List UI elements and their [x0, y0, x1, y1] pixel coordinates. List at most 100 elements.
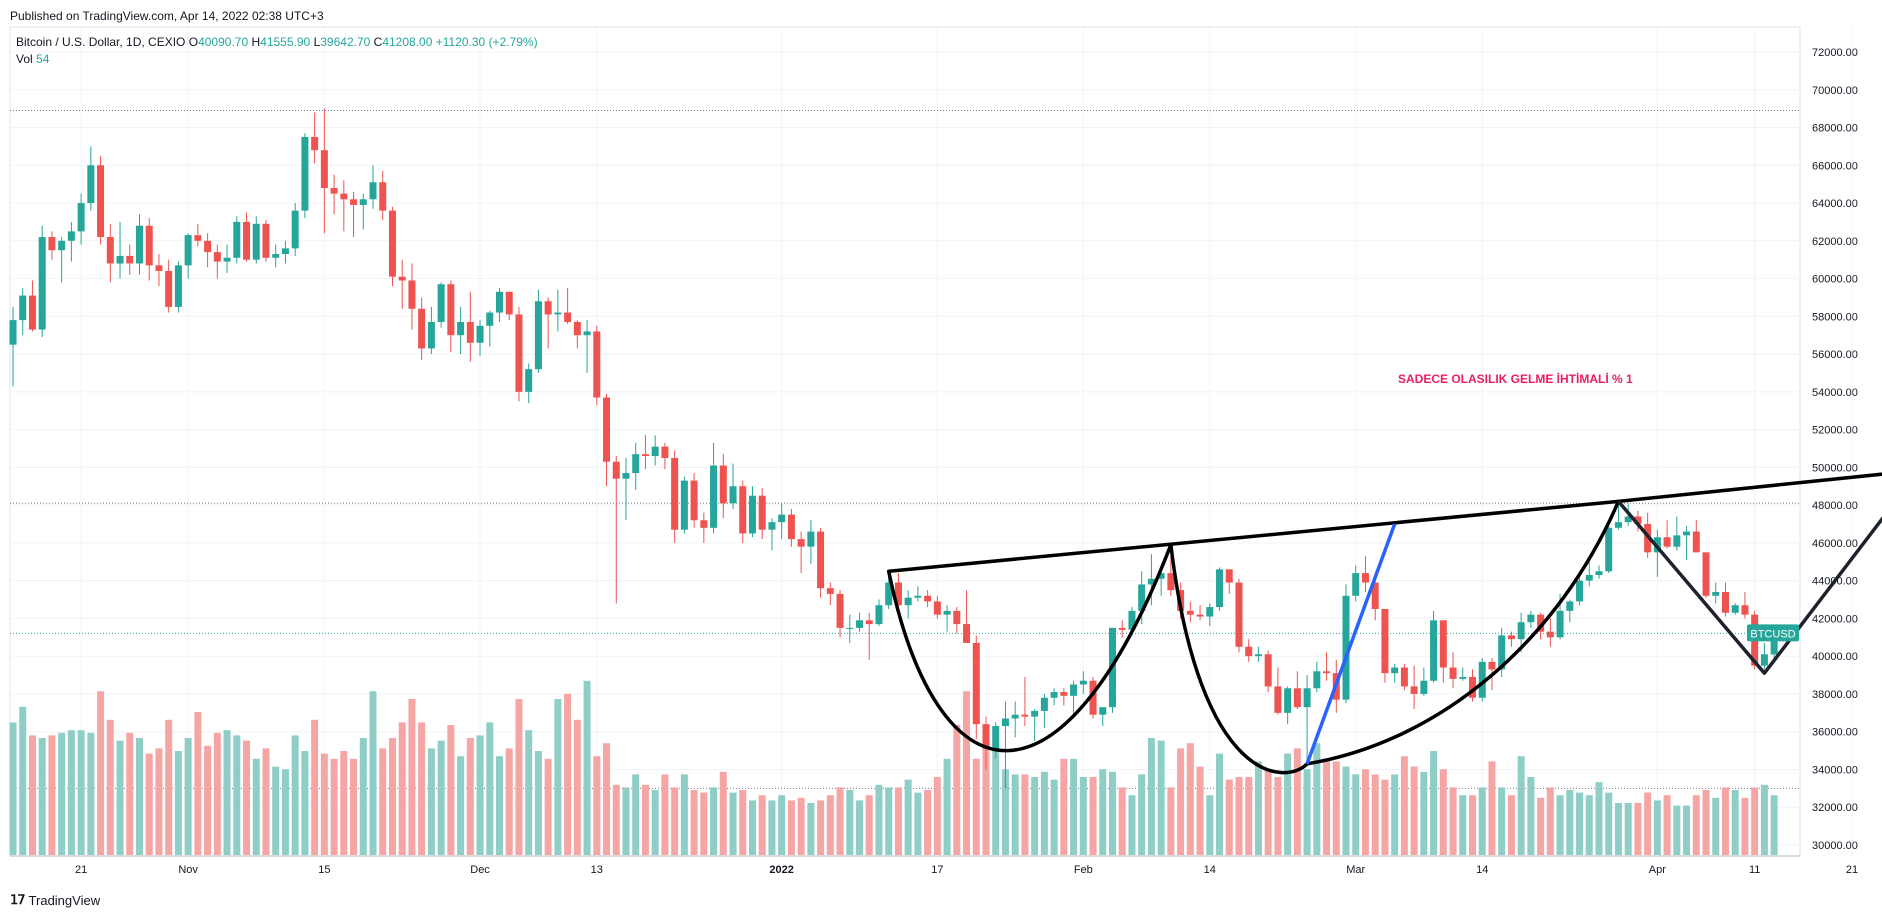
- volume-bar: [1001, 769, 1009, 855]
- candle-body: [1352, 573, 1360, 596]
- volume-bar: [1323, 761, 1331, 855]
- candle-body: [1400, 667, 1408, 687]
- tradingview-logo-icon: 𝟣𝟩: [10, 892, 26, 907]
- candle-body: [1770, 633, 1778, 655]
- x-tick-label: 14: [1476, 864, 1488, 876]
- candle-body: [388, 210, 396, 277]
- volume-bar: [145, 753, 153, 855]
- y-tick-label: 50000.00: [1812, 462, 1858, 474]
- volume-bar: [1663, 795, 1671, 855]
- volume-bar: [457, 756, 465, 855]
- volume-bar: [719, 771, 727, 855]
- candle-body: [817, 531, 825, 589]
- volume-bar: [885, 787, 893, 855]
- candle-body: [748, 495, 756, 534]
- candle-body: [739, 486, 747, 534]
- volume-bar: [505, 748, 513, 855]
- volume-bar: [330, 758, 338, 855]
- volume-bar: [836, 787, 844, 855]
- volume-bar: [1420, 771, 1428, 855]
- y-tick-label: 66000.00: [1812, 160, 1858, 172]
- volume-bar: [710, 787, 718, 855]
- volume-bar: [1177, 748, 1185, 855]
- volume-bar: [427, 748, 435, 855]
- candle-body: [1663, 537, 1671, 547]
- volume-bar: [1060, 758, 1068, 855]
- volume-bar: [1498, 787, 1506, 855]
- volume-bar: [700, 792, 708, 855]
- volume-bar: [1235, 777, 1243, 855]
- volume-bar: [1537, 797, 1545, 855]
- candle-body: [466, 321, 474, 343]
- candle-body: [778, 514, 786, 523]
- volume-bar: [1284, 753, 1292, 855]
- candle-body: [719, 465, 727, 504]
- candle-body: [1216, 569, 1224, 608]
- candle-body: [1274, 686, 1282, 713]
- x-tick-label: 14: [1204, 864, 1216, 876]
- candle-body: [1702, 552, 1710, 596]
- volume-bar: [272, 766, 280, 855]
- candle-body: [1537, 614, 1545, 632]
- volume-bar: [1507, 795, 1515, 855]
- volume-bar: [1391, 774, 1399, 855]
- candle-body: [340, 193, 348, 200]
- candle-body: [204, 240, 212, 253]
- volume-bar: [1400, 756, 1408, 855]
- volume-bar: [758, 795, 766, 855]
- volume-bar: [1040, 771, 1048, 855]
- candle-body: [1050, 692, 1058, 698]
- volume-bar: [77, 730, 85, 855]
- candle-body: [1488, 661, 1496, 670]
- volume-bar: [1683, 805, 1691, 855]
- volume-label[interactable]: Vol: [16, 52, 33, 66]
- candle-body: [1128, 610, 1136, 630]
- low-value: 39642.70: [320, 35, 371, 49]
- candle-body: [116, 255, 124, 264]
- candle-body: [437, 284, 445, 322]
- candle-body: [1079, 680, 1087, 685]
- volume-bar: [476, 735, 484, 855]
- volume-bar: [583, 680, 591, 855]
- candle-body: [924, 595, 932, 602]
- candle-body: [1011, 714, 1019, 719]
- volume-bar: [184, 738, 192, 855]
- candle-body: [1186, 610, 1194, 615]
- footer: 𝟣𝟩 TradingView: [10, 892, 100, 908]
- volume-bar: [1653, 800, 1661, 855]
- volume-bar: [9, 722, 17, 855]
- candle-body: [1147, 578, 1155, 585]
- candle-body: [1692, 531, 1700, 553]
- close-value: 41208.00: [382, 35, 433, 49]
- volume-bar: [1108, 771, 1116, 855]
- volume-bar: [1070, 758, 1078, 855]
- btcusd-price-tag: [1747, 624, 1799, 642]
- candle-body: [1021, 714, 1029, 717]
- volume-bar: [1274, 777, 1282, 855]
- candle-body: [544, 301, 552, 315]
- volume-bar: [135, 738, 143, 855]
- y-tick-label: 48000.00: [1812, 500, 1858, 512]
- candle-body: [885, 582, 893, 606]
- y-tick-label: 58000.00: [1812, 311, 1858, 323]
- candle-body: [1439, 620, 1447, 668]
- candle-body: [992, 726, 1000, 749]
- symbol-name[interactable]: Bitcoin / U.S. Dollar, 1D, CEXIO: [16, 35, 186, 49]
- candle-body: [1430, 620, 1438, 681]
- candle-body: [875, 605, 883, 625]
- volume-bar: [953, 725, 961, 855]
- candle-body: [680, 480, 688, 530]
- volume-bar: [1206, 795, 1214, 855]
- volume-bar: [262, 748, 270, 855]
- candle-body: [1138, 584, 1146, 611]
- candle-body: [534, 301, 542, 370]
- volume-bar: [388, 738, 396, 855]
- candle-body: [1323, 671, 1331, 674]
- candle-body: [1634, 516, 1642, 525]
- open-label: O: [188, 35, 199, 49]
- y-tick-label: 30000.00: [1812, 840, 1858, 852]
- volume-bar: [797, 797, 805, 855]
- candle-body: [710, 465, 718, 528]
- volume-bar: [1011, 774, 1019, 855]
